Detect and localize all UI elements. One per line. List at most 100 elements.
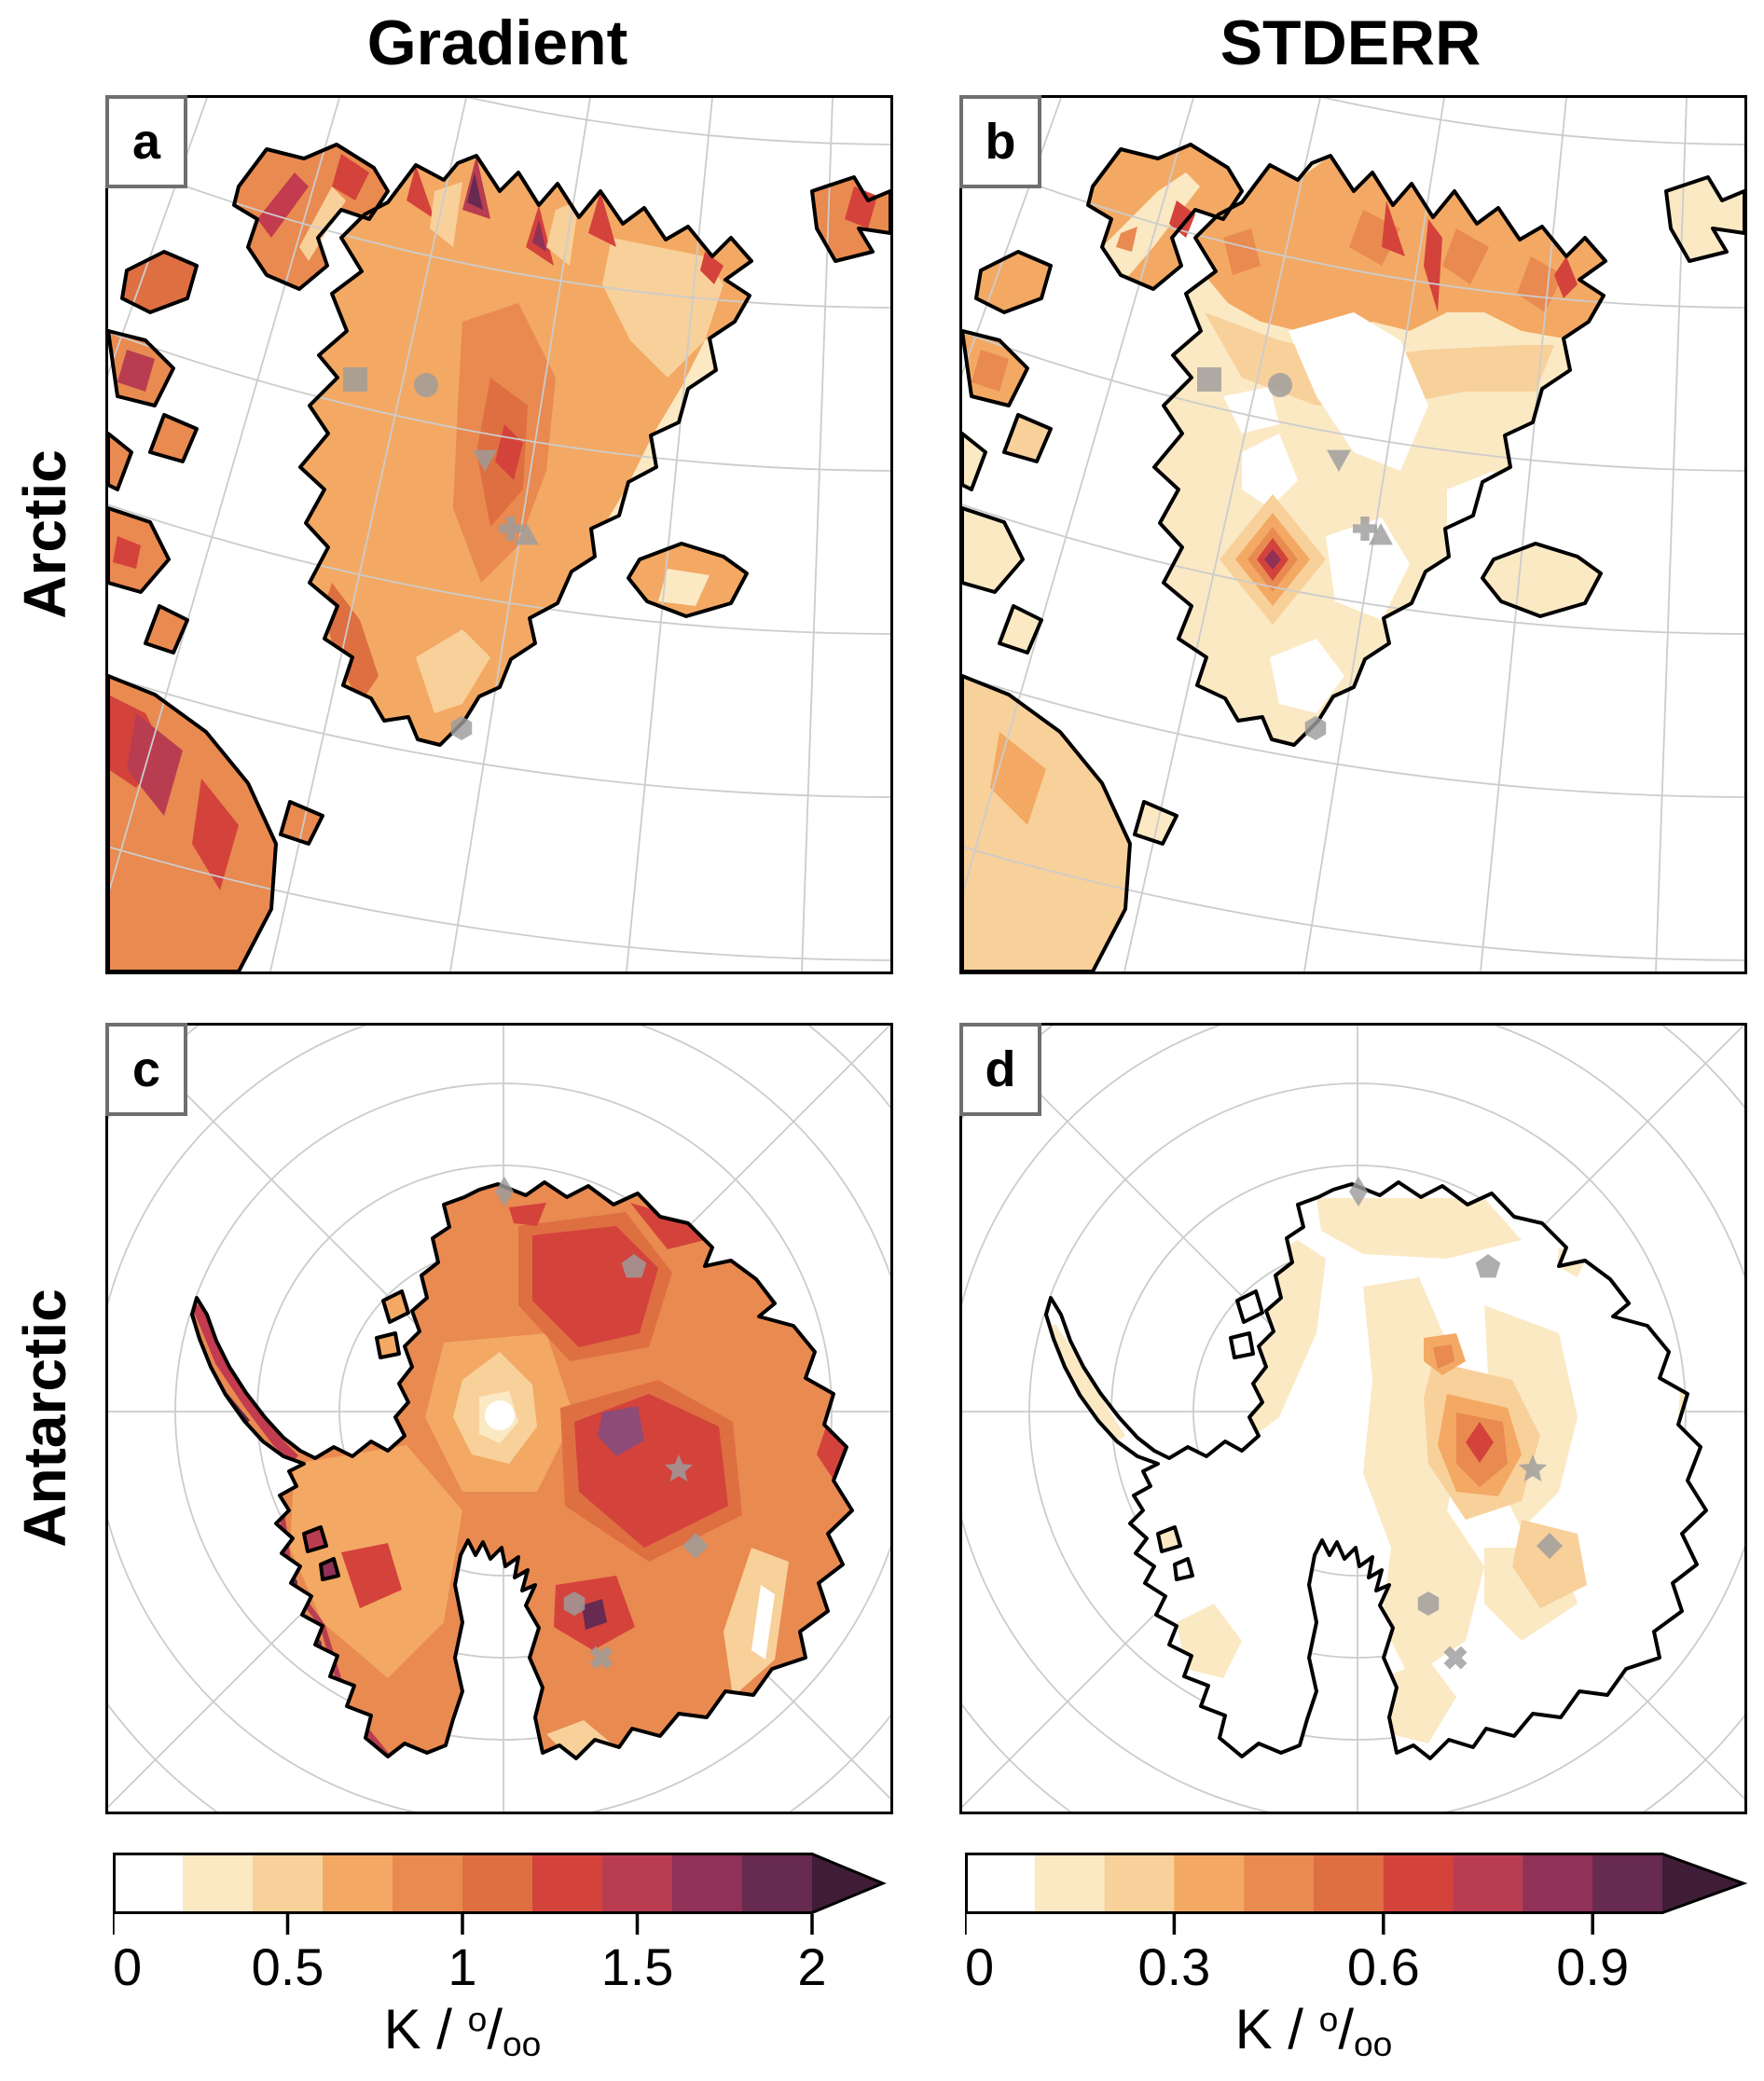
panel-letter: a — [131, 114, 161, 170]
triangle-up-site-marker — [1369, 523, 1393, 545]
colorbar-segment — [532, 1853, 603, 1914]
panel-a-svg — [108, 98, 890, 972]
unit-slash: / — [487, 1998, 503, 2060]
hexagon-site-marker — [1304, 716, 1327, 740]
stderr-colorbar-unit: K / o/oo — [965, 1997, 1662, 2064]
ice-core-site-markers — [1349, 1177, 1563, 1670]
colorbar-tick-label: 0.5 — [252, 1937, 324, 1992]
colorbar-segment — [1523, 1853, 1593, 1914]
colorbar-segment — [1034, 1853, 1106, 1914]
colorbar-tick-label: 2 — [797, 1937, 826, 1992]
colorbar-segment — [742, 1853, 813, 1914]
ice-core-site-markers — [343, 367, 539, 740]
colorbar-segment — [253, 1853, 324, 1914]
circle-site-marker — [1268, 373, 1292, 397]
colorbar-outline — [113, 1853, 887, 1914]
colorbar-segment — [1453, 1853, 1523, 1914]
gradient-colorbar-unit: K / o/oo — [113, 1997, 812, 2064]
panel-letter-box: d — [959, 1023, 1041, 1116]
triangle-down-site-marker — [1327, 449, 1351, 472]
colorbar-segment — [1592, 1853, 1663, 1914]
colorbar-tick-label: 0.3 — [1137, 1937, 1210, 1992]
triangle-up-site-marker — [515, 523, 539, 545]
colorbar-tick-label: 0.9 — [1556, 1937, 1629, 1992]
panel-letter: b — [985, 114, 1016, 170]
diamond-thin-site-marker — [495, 1177, 514, 1206]
panel-c-svg — [108, 1026, 890, 1812]
unit-sub: oo — [503, 2024, 542, 2064]
diamond-site-marker — [682, 1533, 709, 1559]
colorbar-tick-label: 0 — [113, 1937, 142, 1992]
circle-site-marker — [414, 373, 438, 397]
coastline — [108, 143, 890, 972]
colorbar-tick-label: 1 — [448, 1937, 476, 1992]
diamond-thin-site-marker — [1349, 1177, 1368, 1206]
column-title-gradient: Gradient — [366, 7, 628, 78]
colorbar-segment — [462, 1853, 533, 1914]
unit-sup: o — [467, 1999, 488, 2039]
colorbar-segment — [323, 1853, 393, 1914]
colorbar-tick-label: 0.6 — [1347, 1937, 1420, 1992]
panel-letter: c — [131, 1041, 161, 1097]
panel-a-map: a — [105, 95, 893, 974]
x-cross-site-marker — [589, 1646, 613, 1670]
unit-sup: o — [1318, 1999, 1339, 2039]
colorbar-over-arrow — [1662, 1853, 1743, 1914]
graticule — [108, 98, 890, 972]
colorbar-segment — [393, 1853, 463, 1914]
square-site-marker — [343, 367, 367, 392]
panel-letter-box: a — [105, 95, 187, 188]
diamond-site-marker — [1537, 1533, 1563, 1559]
panel-d-svg — [962, 1026, 1744, 1812]
colorbar-segment — [183, 1853, 254, 1914]
ice-core-site-markers — [1197, 367, 1393, 740]
coastline — [962, 143, 1744, 972]
graticule — [962, 98, 1744, 972]
coastline — [1044, 1180, 1708, 1760]
column-title-stderr: STDERR — [1220, 7, 1481, 78]
colorbar-segment — [1244, 1853, 1315, 1914]
unit-prefix: K / — [383, 1998, 468, 2060]
unit-slash: / — [1338, 1998, 1354, 2060]
colorbar-segment — [113, 1853, 184, 1914]
row-label-arctic: Arctic — [11, 449, 78, 619]
panel-c-map: c — [105, 1023, 893, 1814]
star-site-marker — [664, 1454, 694, 1482]
panel-b-map: b — [959, 95, 1747, 974]
colorbar-tick-label: 0 — [965, 1937, 994, 1992]
pentagon-site-marker — [1475, 1254, 1501, 1278]
square-site-marker — [1197, 367, 1221, 392]
colorbar-segment — [602, 1853, 673, 1914]
plus-site-marker — [1353, 517, 1377, 541]
panel-letter-box: c — [105, 1023, 187, 1116]
unit-sub: oo — [1354, 2024, 1393, 2064]
pentagon-site-marker — [621, 1254, 647, 1278]
hexagon-site-marker — [1417, 1592, 1440, 1616]
panel-letter-box: b — [959, 95, 1041, 188]
colorbar-segment — [672, 1853, 743, 1914]
plus-site-marker — [499, 517, 523, 541]
ice-core-site-markers — [495, 1177, 709, 1670]
colorbar-segment — [1314, 1853, 1385, 1914]
hexagon-site-marker — [450, 716, 473, 740]
panel-d-map: d — [959, 1023, 1747, 1814]
panel-letter: d — [985, 1041, 1016, 1097]
land-fills — [962, 145, 1744, 972]
land-fills — [192, 1182, 852, 1758]
hexagon-site-marker — [563, 1592, 586, 1616]
land-fills — [108, 145, 890, 972]
colorbar-segment — [1174, 1853, 1245, 1914]
x-cross-site-marker — [1443, 1646, 1468, 1670]
unit-prefix: K / — [1234, 1998, 1319, 2060]
colorbar-tick-label: 1.5 — [601, 1937, 674, 1992]
gradient-colorbar: 0 0.5 1 1.5 2 — [113, 1853, 887, 1992]
colorbar-segment — [1104, 1853, 1175, 1914]
stderr-colorbar: 0 0.3 0.6 0.9 — [965, 1853, 1748, 1992]
colorbar-segment — [965, 1853, 1036, 1914]
triangle-down-site-marker — [473, 449, 497, 472]
colorbar-segment — [1383, 1853, 1454, 1914]
star-site-marker — [1518, 1454, 1548, 1482]
panel-b-svg — [962, 98, 1744, 972]
colorbar-over-arrow — [812, 1853, 883, 1914]
